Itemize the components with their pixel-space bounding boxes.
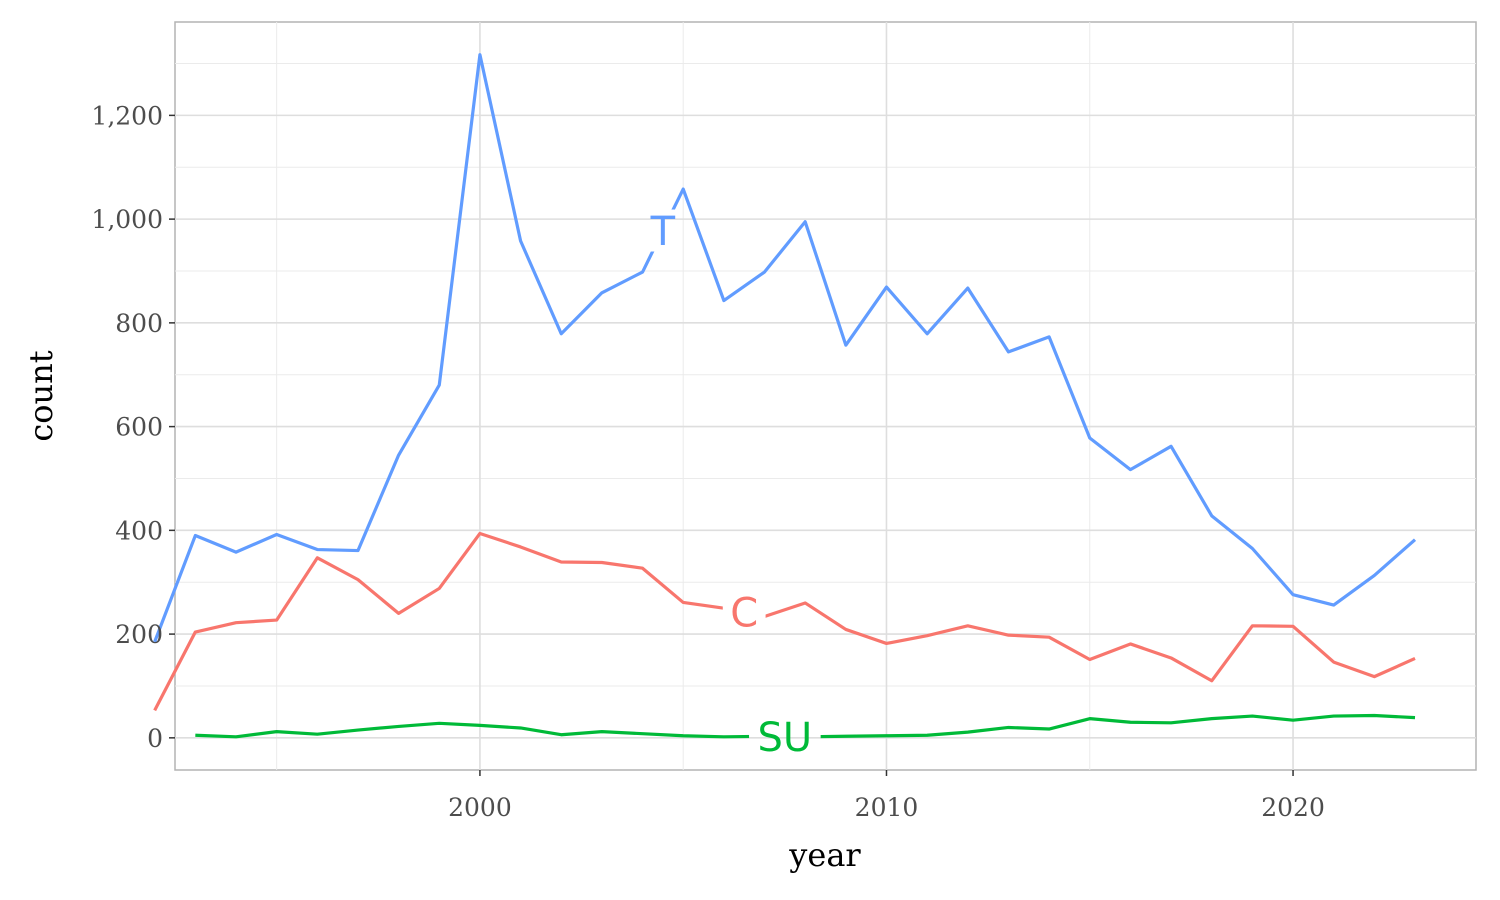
- series-line-su: [195, 713, 1416, 739]
- y-tick-label: 600: [115, 413, 163, 442]
- y-tick-label: 400: [115, 516, 163, 545]
- major-gridlines: [175, 22, 1476, 770]
- x-tick-label: 2010: [855, 793, 919, 822]
- y-tick-label: 1,000: [91, 205, 163, 234]
- x-tick-label: 2000: [448, 793, 512, 822]
- series-label-c: C: [730, 591, 758, 637]
- x-axis-ticks: 2000 2010 2020: [448, 770, 1325, 822]
- y-axis-ticks: 0 200 400 600 800 1,000 1,200: [91, 101, 175, 753]
- plot-panel: [174, 21, 1477, 771]
- y-tick-label: 0: [147, 724, 163, 753]
- series-layer: [153, 53, 1417, 739]
- y-tick-label: 1,200: [91, 101, 163, 130]
- series-line-t: [153, 53, 1417, 643]
- minor-gridlines: [175, 22, 1476, 770]
- series-label-su: SU: [758, 715, 813, 761]
- y-axis-title: count: [22, 350, 60, 441]
- y-tick-label: 200: [115, 620, 163, 649]
- y-tick-label: 800: [115, 309, 163, 338]
- x-axis-title: year: [788, 836, 861, 874]
- x-tick-label: 2020: [1261, 793, 1325, 822]
- series-labels: T C SU: [650, 209, 813, 761]
- series-label-t: T: [650, 209, 676, 255]
- series-line-c: [153, 531, 1416, 712]
